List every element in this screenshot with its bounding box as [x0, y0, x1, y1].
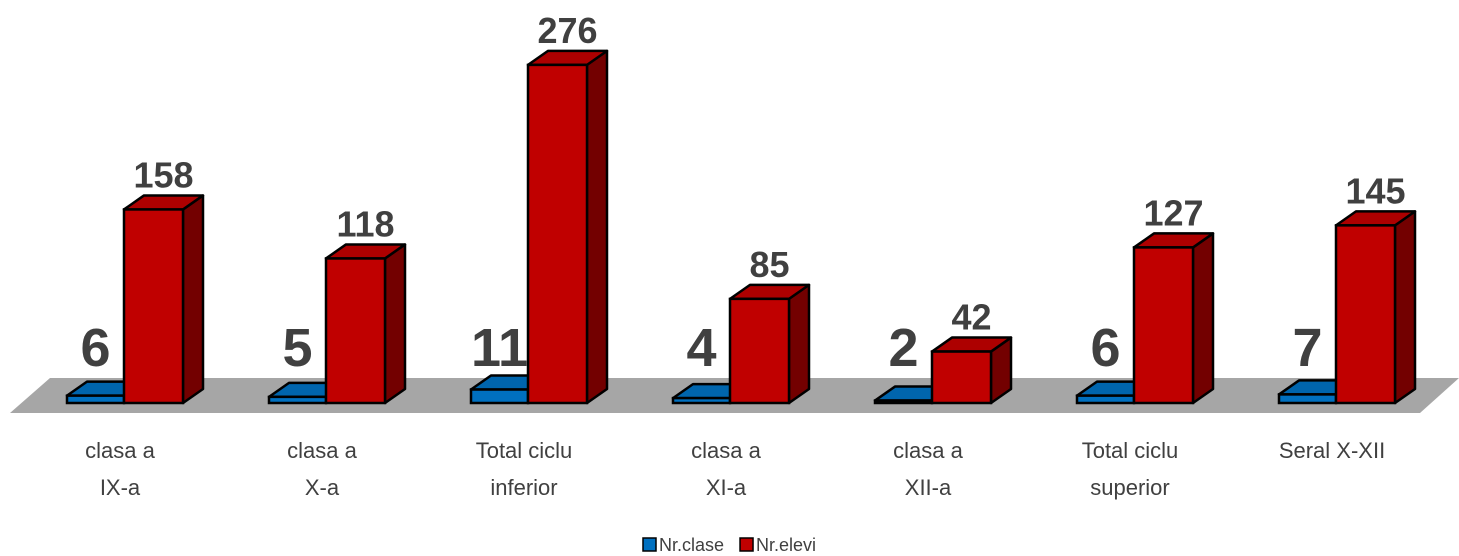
bar — [122, 194, 205, 405]
bar — [728, 283, 811, 405]
bar-front — [122, 208, 185, 405]
value-label: 5 — [282, 318, 312, 378]
bar-front — [930, 350, 993, 405]
bar-front — [1277, 393, 1338, 405]
bar-front — [1334, 224, 1397, 405]
x-tick-label: clasa a XII-a — [893, 438, 963, 500]
x-tick-label: Total ciclu inferior — [476, 438, 573, 500]
label-line: X-a — [305, 475, 340, 500]
x-tick-label: Total ciclu superior — [1082, 438, 1179, 500]
bar-side — [1393, 210, 1417, 405]
bar — [526, 49, 609, 405]
bar-side — [787, 283, 811, 405]
value-label: 85 — [749, 244, 789, 285]
x-tick-label: Seral X-XII — [1279, 438, 1385, 463]
bar-front — [1132, 246, 1195, 405]
legend-swatch — [739, 537, 754, 552]
label-line: inferior — [490, 475, 557, 500]
value-label: 4 — [686, 318, 716, 378]
value-label: 11 — [471, 318, 528, 378]
label-line: clasa a — [85, 438, 155, 463]
label-line: clasa a — [691, 438, 761, 463]
value-label: 2 — [888, 318, 918, 378]
bar-front — [267, 395, 328, 405]
value-label: 127 — [1143, 192, 1203, 233]
label-line: Total ciclu — [1082, 438, 1179, 463]
legend-label: Nr.clase — [659, 535, 724, 555]
bar — [1132, 232, 1215, 405]
label-line: IX-a — [100, 475, 141, 500]
value-label: 7 — [1292, 318, 1322, 378]
bar — [930, 336, 1013, 405]
value-label: 145 — [1345, 170, 1405, 211]
label-line: XI-a — [706, 475, 747, 500]
bar-front — [526, 63, 589, 405]
value-label: 276 — [537, 10, 597, 51]
label-line: XII-a — [905, 475, 952, 500]
legend-label: Nr.elevi — [756, 535, 816, 555]
bar-front — [324, 257, 387, 405]
bar-front — [469, 388, 530, 405]
bar-front — [671, 396, 732, 405]
bar-front — [728, 297, 791, 405]
x-tick-label: clasa a XI-a — [691, 438, 761, 500]
value-label: 158 — [133, 154, 193, 195]
bar — [324, 243, 407, 405]
bar-side — [383, 243, 407, 405]
x-tick-label: clasa a X-a — [287, 438, 357, 500]
label-line: clasa a — [893, 438, 963, 463]
x-tick-label: clasa a IX-a — [85, 438, 155, 500]
value-label: 6 — [80, 318, 110, 378]
bar-side — [585, 49, 609, 405]
label-line: clasa a — [287, 438, 357, 463]
value-label: 42 — [951, 297, 991, 338]
label-line: superior — [1090, 475, 1169, 500]
bar-front — [65, 394, 126, 405]
bar-side — [181, 194, 205, 405]
bar — [1334, 210, 1417, 405]
legend-swatch — [642, 537, 657, 552]
label-line: Total ciclu — [476, 438, 573, 463]
value-label: 118 — [336, 203, 394, 244]
bar-front — [1075, 394, 1136, 405]
bar-front — [873, 399, 934, 405]
bar-side — [1191, 232, 1215, 405]
value-label: 6 — [1090, 318, 1120, 378]
